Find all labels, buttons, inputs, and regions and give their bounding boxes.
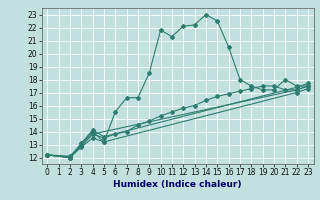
X-axis label: Humidex (Indice chaleur): Humidex (Indice chaleur) [113, 180, 242, 189]
